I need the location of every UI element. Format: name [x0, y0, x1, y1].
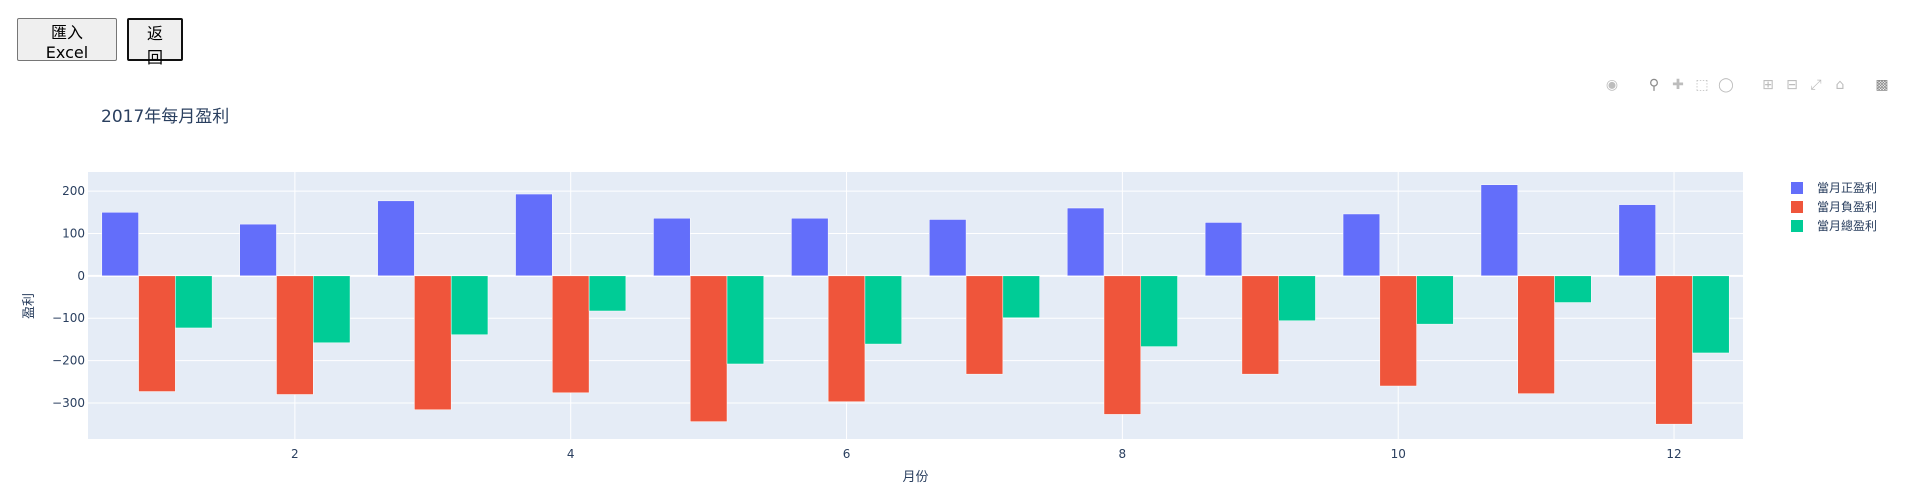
- bar[interactable]: [791, 217, 829, 277]
- bar[interactable]: [1517, 275, 1555, 394]
- bar[interactable]: [864, 275, 902, 345]
- y-tick-label: −100: [52, 311, 85, 325]
- camera-icon[interactable]: ◉: [1605, 77, 1619, 93]
- bar[interactable]: [1241, 275, 1279, 375]
- bar[interactable]: [1692, 275, 1730, 354]
- bar[interactable]: [313, 275, 351, 344]
- legend-item[interactable]: 當月負盈利: [1791, 200, 1877, 214]
- bar[interactable]: [1618, 204, 1656, 277]
- bar[interactable]: [450, 275, 489, 335]
- legend-swatch: [1791, 220, 1803, 232]
- bar[interactable]: [653, 217, 691, 277]
- tick-labels: −300 −200 −100 0 100 200 2 4 6 8 10 12: [52, 184, 1682, 461]
- bar[interactable]: [1140, 275, 1178, 347]
- bar[interactable]: [239, 223, 277, 277]
- legend-swatch: [1791, 182, 1803, 194]
- legend-swatch: [1791, 201, 1803, 213]
- bars: [101, 184, 1730, 425]
- bar[interactable]: [1066, 207, 1105, 277]
- plot-area: [88, 172, 1743, 439]
- autoscale-icon[interactable]: ⤢: [1810, 77, 1822, 93]
- chart-modebar: ◉ ⚲ ✚ ⬚ ◯ ⊞ ⊟ ⤢ ⌂ ▩: [1603, 74, 1891, 96]
- chart-title: 2017年每月盈利: [101, 107, 229, 127]
- bar[interactable]: [515, 193, 553, 277]
- bar[interactable]: [929, 219, 967, 277]
- pan-icon[interactable]: ✚: [1672, 77, 1684, 93]
- x-tick-label: 6: [843, 447, 851, 461]
- bar[interactable]: [101, 212, 139, 277]
- bar[interactable]: [175, 275, 213, 329]
- box-select-icon[interactable]: ⬚: [1695, 77, 1709, 93]
- x-axis-label: 月份: [902, 470, 928, 485]
- bar[interactable]: [1480, 184, 1518, 277]
- bar[interactable]: [377, 200, 415, 277]
- bar[interactable]: [1278, 275, 1316, 322]
- y-axis-label: 盈利: [22, 293, 37, 319]
- bar[interactable]: [1204, 222, 1243, 277]
- bar[interactable]: [1342, 213, 1381, 277]
- legend-label: 當月負盈利: [1817, 200, 1877, 214]
- bar[interactable]: [1416, 275, 1454, 325]
- x-tick-label: 2: [291, 447, 299, 461]
- x-tick-label: 4: [567, 447, 575, 461]
- lasso-icon[interactable]: ◯: [1718, 77, 1734, 93]
- bar[interactable]: [138, 275, 176, 392]
- legend-item[interactable]: 當月正盈利: [1791, 181, 1877, 195]
- bar[interactable]: [965, 275, 1004, 375]
- plotly-logo-icon[interactable]: ▩: [1875, 77, 1889, 93]
- import-excel-button[interactable]: 匯入 Excel: [17, 18, 117, 62]
- zoom-icon[interactable]: ⚲: [1648, 77, 1660, 93]
- bar[interactable]: [276, 275, 314, 395]
- back-button[interactable]: 返回: [127, 18, 183, 67]
- x-tick-label: 8: [1119, 447, 1127, 461]
- bar[interactable]: [1655, 275, 1693, 425]
- bar[interactable]: [726, 275, 765, 365]
- bar[interactable]: [1554, 275, 1592, 303]
- y-tick-label: 200: [62, 184, 85, 198]
- legend-label: 當月正盈利: [1817, 181, 1877, 195]
- y-tick-label: 100: [62, 226, 85, 240]
- x-tick-label: 10: [1391, 447, 1406, 461]
- bar-chart: 2017年每月盈利 −300 −200 −100 0 100 200 2 4 6 8 10 12 月份…: [22, 107, 1877, 485]
- bar[interactable]: [1379, 275, 1417, 387]
- bar[interactable]: [689, 275, 728, 422]
- y-tick-label: −200: [52, 354, 85, 368]
- bar[interactable]: [1103, 275, 1142, 415]
- legend-label: 當月總盈利: [1817, 218, 1877, 233]
- bar[interactable]: [1002, 275, 1040, 319]
- y-tick-label: 0: [77, 269, 85, 283]
- zoom-in-icon[interactable]: ⊞: [1762, 77, 1774, 93]
- bar[interactable]: [827, 275, 866, 402]
- y-tick-label: −300: [52, 396, 85, 410]
- x-tick-label: 12: [1666, 447, 1681, 461]
- legend-item[interactable]: 當月總盈利: [1791, 218, 1877, 233]
- bar[interactable]: [552, 275, 590, 394]
- bar[interactable]: [414, 275, 452, 411]
- bar[interactable]: [588, 275, 627, 312]
- reset-axes-icon[interactable]: ⌂: [1835, 77, 1845, 93]
- zoom-out-icon[interactable]: ⊟: [1786, 77, 1798, 93]
